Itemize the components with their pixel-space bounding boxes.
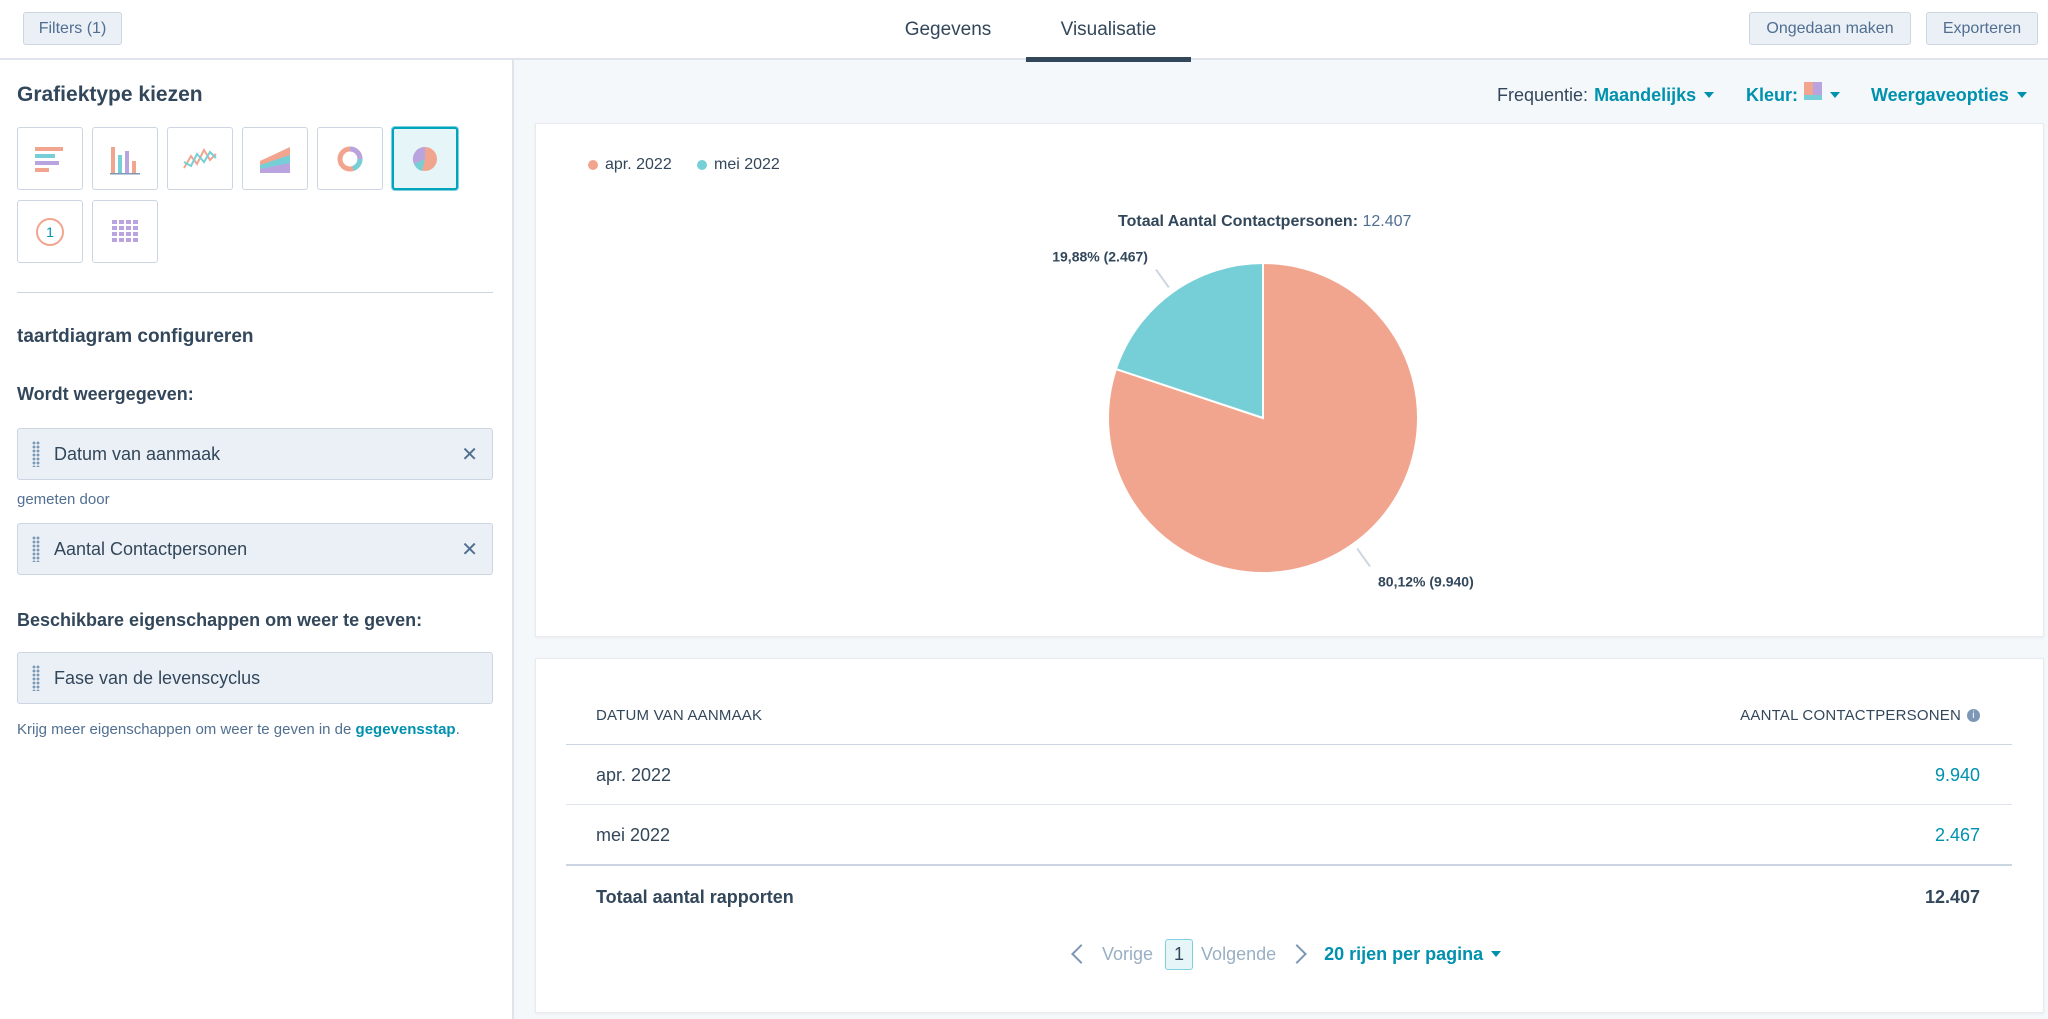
line-chart-icon [183, 147, 217, 169]
pie-slice-0[interactable] [1107, 261, 1419, 574]
dimension-label: Datum van aanmaak [54, 443, 221, 464]
chevron-right-icon[interactable] [1287, 944, 1308, 964]
tab-gegevens[interactable]: Gegevens [904, 19, 992, 40]
donut-chart-icon [337, 146, 363, 171]
table-row-date: mei 2022 [596, 825, 671, 845]
color-label: Kleur: [1746, 84, 1799, 105]
drag-handle-icon[interactable] [32, 441, 40, 467]
legend-label: mei 2022 [714, 156, 780, 173]
available-property-pill[interactable]: Fase van de levenscyclus [17, 652, 493, 704]
pie-chart-icon [412, 146, 437, 171]
summary-number-button[interactable]: 1 [17, 200, 83, 263]
tab-visualisatie[interactable]: Visualisatie [1026, 2, 1191, 62]
chevron-down-icon [1704, 92, 1715, 98]
legend-item-mei[interactable]: mei 2022 [697, 156, 780, 174]
frequency-label: Frequentie: [1497, 84, 1589, 105]
sidebar: Grafiektype kiezen [0, 60, 514, 1019]
legend-item-apr[interactable]: apr. 2022 [588, 156, 672, 174]
chart-total-title: Totaal Aantal Contactpersonen: 12.407 [1118, 213, 1411, 231]
pie-chart: 80,12% (9.940) 19,88% (2.467) [1052, 249, 1474, 590]
undo-button[interactable]: Ongedaan maken [1749, 12, 1911, 45]
table-total-line [566, 864, 2012, 866]
vertical-bar-chart-icon [110, 146, 140, 174]
table-total-value: 12.407 [1924, 887, 1980, 907]
pie-label-line-0 [1356, 548, 1371, 568]
next-page-button[interactable]: Volgende [1201, 943, 1277, 964]
legend-dot [588, 160, 598, 170]
sidebar-divider [17, 292, 493, 293]
table-header-line [566, 744, 2012, 745]
chevron-down-icon [1491, 951, 1502, 957]
rows-per-page-dropdown[interactable]: 20 rijen per pagina [1324, 943, 1484, 964]
color-swatch-icon[interactable] [1804, 82, 1823, 100]
horizontal-bar-chart-icon [35, 146, 63, 172]
line-chart-button[interactable] [167, 127, 233, 190]
table-row-line [566, 804, 2012, 805]
display-options-control[interactable]: Weergaveopties [1871, 80, 2027, 110]
displayed-title: Wordt weergegeven: [17, 384, 194, 404]
color-control[interactable]: Kleur: [1746, 80, 1841, 110]
close-icon[interactable]: ✕ [461, 443, 478, 466]
table-chart-button[interactable] [92, 200, 158, 263]
export-button[interactable]: Exporteren [1926, 12, 2038, 45]
configure-title: taartdiagram configureren [17, 326, 254, 347]
drag-handle-icon[interactable] [32, 665, 40, 691]
horizontal-bar-chart-button[interactable] [17, 127, 83, 190]
pie-chart-button[interactable] [392, 127, 458, 190]
table-header-date: DATUM VAN AANMAAK [596, 707, 763, 724]
more-properties-prefix: Krijg meer eigenschappen om weer te geve… [17, 721, 352, 738]
vertical-bar-chart-button[interactable] [92, 127, 158, 190]
summary-number-icon: 1 [36, 217, 64, 246]
pagination: Vorige 1 Volgende 20 rijen per pagina [1068, 936, 1502, 972]
info-icon[interactable]: i [1967, 709, 1980, 722]
top-bar: Filters (1) Gegevens Visualisatie Ongeda… [0, 0, 2048, 62]
current-page[interactable]: 1 [1165, 938, 1194, 970]
table-header-count[interactable]: AANTAL CONTACTPERSONEN i [1740, 707, 1980, 724]
legend-label: apr. 2022 [605, 156, 672, 173]
available-property-label: Fase van de levenscyclus [54, 667, 261, 688]
pie-label-line-1 [1155, 268, 1170, 288]
pie-data-label-0: 80,12% (9.940) [1378, 573, 1474, 589]
table-header-count-label: AANTAL CONTACTPERSONEN [1740, 707, 1961, 724]
chevron-left-icon[interactable] [1071, 944, 1091, 964]
dimension-pill[interactable]: Datum van aanmaak ✕ [17, 428, 493, 480]
measure-label: Aantal Contactpersonen [54, 538, 248, 559]
donut-chart-button[interactable] [317, 127, 383, 190]
chart-type-title: Grafiektype kiezen [17, 83, 203, 106]
pie-data-label-1: 19,88% (2.467) [1052, 249, 1148, 265]
chart-total-value: 12.407 [1362, 213, 1412, 230]
data-step-link[interactable]: gegevensstap [355, 721, 456, 738]
area-chart-icon [260, 146, 290, 173]
display-options-dropdown[interactable]: Weergaveopties [1871, 84, 2009, 105]
table-card [535, 658, 2044, 1013]
frequency-control[interactable]: Frequentie: Maandelijks [1497, 80, 1715, 110]
more-properties-text: Krijg meer eigenschappen om weer te geve… [17, 721, 460, 738]
frequency-dropdown[interactable]: Maandelijks [1594, 84, 1697, 105]
measure-pill[interactable]: Aantal Contactpersonen ✕ [17, 523, 493, 575]
pie-slice-1[interactable] [1114, 261, 1264, 420]
table-icon [112, 219, 138, 242]
table-row-date: apr. 2022 [596, 765, 672, 785]
table-total-label: Totaal aantal rapporten [596, 887, 794, 907]
summary-number-text: 1 [46, 224, 54, 240]
chart-title: Totaal Aantal Contactpersonen: [1118, 213, 1359, 230]
prev-page-button[interactable]: Vorige [1102, 943, 1154, 964]
chevron-down-icon [1830, 92, 1841, 98]
more-properties-suffix: . [455, 721, 460, 738]
available-title: Beschikbare eigenschappen om weer te gev… [17, 610, 423, 630]
area-chart-button[interactable] [242, 127, 308, 190]
filters-button[interactable]: Filters (1) [23, 12, 122, 45]
drag-handle-icon[interactable] [32, 536, 40, 562]
measured-by-label: gemeten door [17, 491, 110, 508]
table-row-count-link[interactable]: 2.467 [1934, 825, 1980, 845]
chevron-down-icon [2016, 92, 2027, 98]
close-icon[interactable]: ✕ [461, 538, 478, 561]
legend-dot [697, 160, 707, 170]
table-row-count-link[interactable]: 9.940 [1934, 765, 1980, 785]
